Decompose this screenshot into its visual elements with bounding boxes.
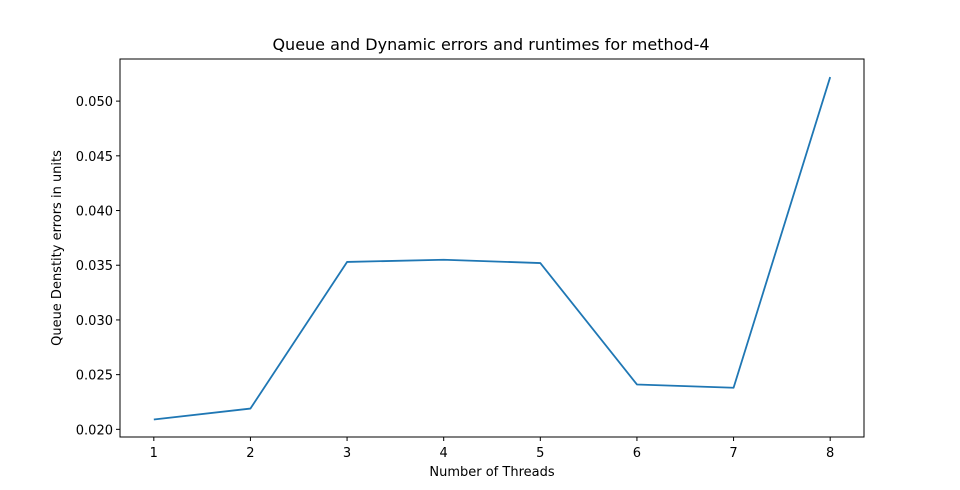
x-tick-label: 2 (246, 446, 254, 461)
y-tick-label: 0.040 (76, 205, 113, 220)
x-tick-label: 8 (826, 446, 834, 461)
plot-area (153, 76, 832, 421)
x-tick-label: 4 (440, 446, 448, 461)
axes-frame (119, 58, 865, 438)
series-line-0 (153, 76, 832, 421)
y-axis: 0.020 0.025 0.030 0.035 0.040 0.045 0.050 (76, 95, 120, 438)
x-tick-label: 6 (633, 446, 641, 461)
y-tick-label: 0.020 (76, 423, 113, 438)
y-tick-label: 0.025 (76, 369, 113, 384)
x-tick-label: 3 (343, 446, 351, 461)
x-tick-label: 5 (536, 446, 544, 461)
x-tick-label: 1 (150, 446, 158, 461)
y-tick-label: 0.050 (76, 95, 113, 110)
y-tick-label: 0.035 (76, 259, 113, 274)
y-tick-label: 0.030 (76, 314, 113, 329)
y-axis-title: Queue Denstity errors in units (50, 150, 65, 346)
x-axis: 1 2 3 4 5 6 7 8 (150, 437, 834, 461)
x-axis-title: Number of Threads (429, 465, 554, 480)
y-tick-label: 0.045 (76, 150, 113, 165)
chart-title: Queue and Dynamic errors and runtimes fo… (272, 35, 709, 54)
x-tick-label: 7 (729, 446, 737, 461)
